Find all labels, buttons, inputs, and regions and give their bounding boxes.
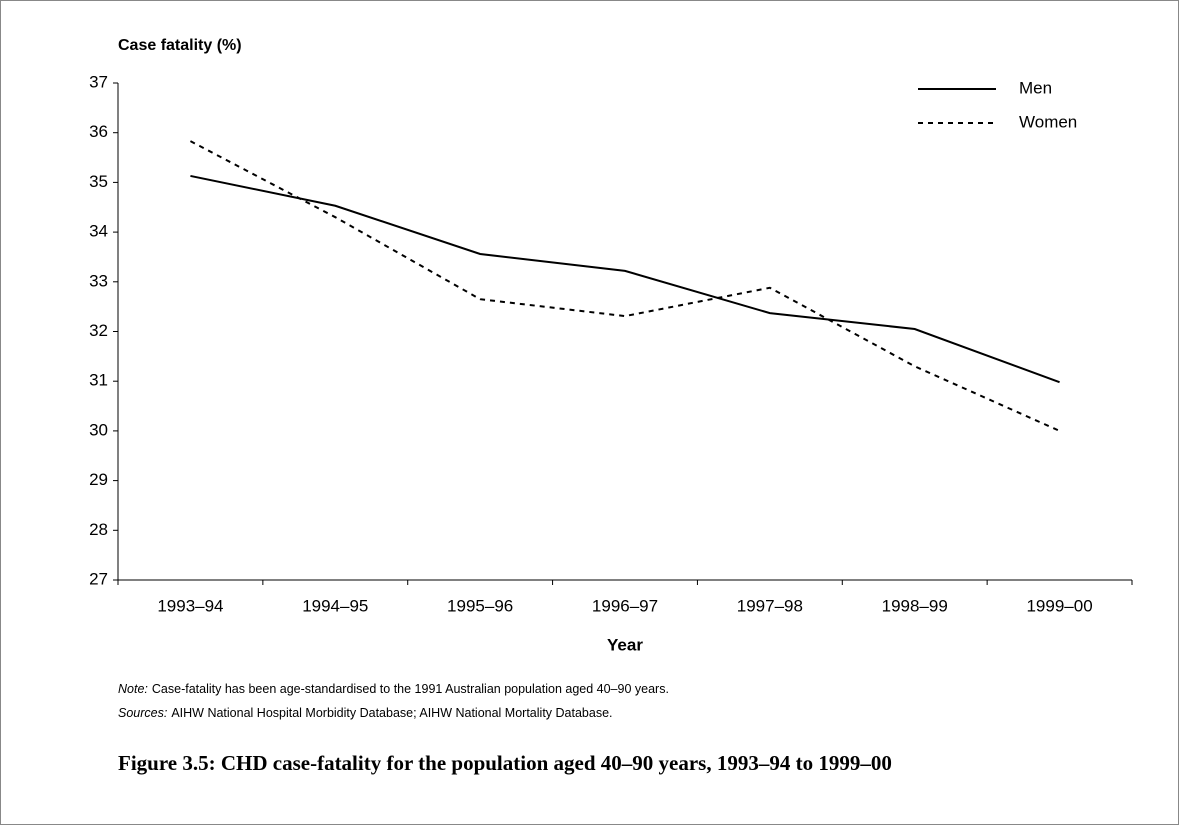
x-tick-label: 1997–98	[737, 596, 803, 615]
legend-label: Men	[1019, 78, 1052, 97]
y-tick-label: 32	[89, 321, 108, 340]
y-tick-label: 29	[89, 470, 108, 489]
sources-text: AIHW National Hospital Morbidity Databas…	[171, 706, 612, 720]
x-tick-label: 1996–97	[592, 596, 658, 615]
y-tick-label: 28	[89, 520, 108, 539]
sources-label: Sources:	[118, 706, 167, 720]
y-tick-label: 35	[89, 172, 108, 191]
y-axis-label: Case fatality (%)	[118, 37, 242, 54]
sources: Sources: AIHW National Hospital Morbidity…	[118, 706, 613, 720]
note: Note: Case-fatality has been age-standard…	[118, 682, 669, 696]
note-label: Note:	[118, 682, 148, 696]
y-tick-label: 27	[89, 569, 108, 588]
x-tick-label: 1994–95	[302, 596, 368, 615]
caption: Figure 3.5: CHD case-fatality for the po…	[118, 751, 892, 775]
y-tick-label: 30	[89, 420, 108, 439]
series-line	[189, 140, 1060, 432]
x-tick-label: 1999–00	[1026, 596, 1092, 615]
series-line	[190, 174, 1060, 384]
y-tick-label: 34	[89, 222, 108, 241]
note-text: Case-fatality has been age-standardised …	[152, 682, 669, 696]
x-tick-label: 1998–99	[882, 596, 948, 615]
x-tick-label: 1993–94	[157, 596, 223, 615]
y-tick-label: 37	[89, 72, 108, 91]
y-tick-label: 36	[89, 122, 108, 141]
x-axis-label: Year	[607, 635, 643, 654]
y-tick-label: 33	[89, 271, 108, 290]
x-tick-label: 1995–96	[447, 596, 513, 615]
y-tick-label: 31	[89, 371, 108, 390]
legend-label: Women	[1019, 112, 1077, 131]
